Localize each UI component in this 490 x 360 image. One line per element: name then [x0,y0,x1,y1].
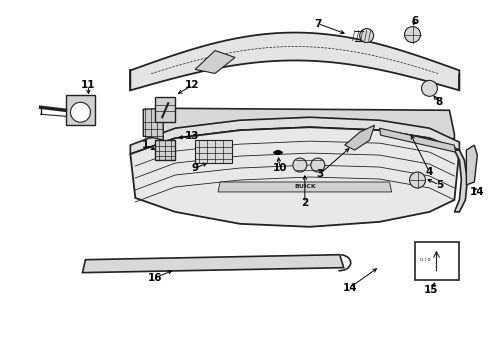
Text: 14: 14 [343,283,357,293]
Polygon shape [155,108,454,140]
Circle shape [360,28,374,42]
Polygon shape [218,182,392,192]
Text: 10: 10 [272,163,287,173]
Polygon shape [415,242,460,280]
Circle shape [293,158,307,172]
Polygon shape [155,140,175,160]
Polygon shape [130,117,460,154]
Text: 6: 6 [411,15,418,26]
Circle shape [410,172,425,188]
Circle shape [421,80,438,96]
Polygon shape [82,255,343,273]
Text: 8: 8 [436,97,443,107]
Polygon shape [195,140,232,163]
Text: 3: 3 [316,169,323,179]
Polygon shape [130,32,460,90]
Text: BUICK: BUICK [294,184,316,189]
Text: 2: 2 [301,198,308,208]
Text: 16: 16 [148,273,163,283]
Circle shape [71,102,91,122]
Text: 1: 1 [142,140,149,150]
Text: 5: 5 [436,180,443,190]
Polygon shape [130,127,460,227]
Polygon shape [66,95,96,125]
Text: 9: 9 [192,163,199,173]
Polygon shape [155,97,175,122]
Polygon shape [466,145,477,185]
Text: 11: 11 [81,80,96,90]
Text: 4: 4 [426,167,433,177]
Text: 13: 13 [185,131,199,141]
Text: 7: 7 [314,19,321,28]
Text: u i o: u i o [419,257,430,262]
Polygon shape [380,128,455,152]
Polygon shape [454,150,467,212]
Text: 14: 14 [470,187,485,197]
Polygon shape [195,50,235,73]
Text: 15: 15 [424,284,439,294]
Circle shape [405,27,420,42]
Text: 12: 12 [185,80,199,90]
Polygon shape [345,125,375,150]
Polygon shape [143,108,163,140]
Circle shape [311,158,325,172]
